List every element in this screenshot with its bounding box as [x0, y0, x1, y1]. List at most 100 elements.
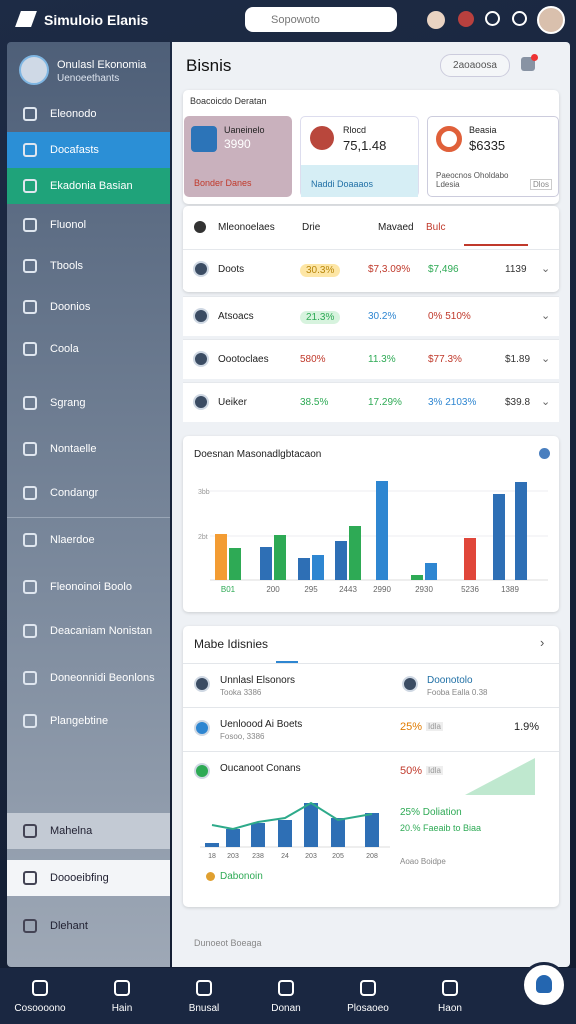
avatar	[194, 763, 210, 779]
bar	[493, 494, 505, 580]
table-row[interactable]: Atsoacs 21.3% 30.2% 0% 510% ⌄	[183, 296, 559, 336]
nav-item[interactable]: Ekadonia Basian	[7, 168, 170, 204]
chevron[interactable]: ›	[540, 635, 545, 650]
divider	[183, 751, 559, 752]
notification-icon[interactable]	[521, 57, 535, 71]
nav-item[interactable]: Doonios	[7, 289, 170, 325]
table-row[interactable]: Oootoclaes 580% 11.3% $77.3% $1.89 ⌄	[183, 339, 559, 379]
legend-label: Dabonoin	[220, 871, 263, 882]
fab[interactable]	[521, 962, 567, 1008]
list-card	[183, 626, 559, 907]
profile-avatar[interactable]	[537, 6, 565, 34]
card-label: Beasia	[469, 125, 497, 135]
x-tick-label: 18	[208, 853, 216, 860]
nav-item[interactable]: Dlehant	[7, 908, 170, 944]
nav-item[interactable]: Tbools	[7, 248, 170, 284]
bar	[411, 575, 423, 580]
nav-item[interactable]: Coola	[7, 331, 170, 367]
x-tick-label: 203	[305, 853, 317, 860]
nav-icon	[23, 218, 37, 232]
nav-item[interactable]: Mahelna	[7, 813, 170, 849]
card-icon	[310, 126, 334, 150]
card[interactable]: Uaneinelo 3990 Bonder Danes	[184, 116, 292, 197]
nav-item[interactable]: Fleonoinoi Boolo	[7, 569, 170, 605]
chevron[interactable]: ⌄	[541, 263, 551, 275]
nav-icon	[23, 871, 37, 885]
bottom-nav-label[interactable]: Donan	[271, 1003, 301, 1014]
user-name: Onulasl Ekonomia	[57, 59, 147, 71]
avatar	[193, 308, 209, 324]
nav-item[interactable]: Plangebtine	[7, 703, 170, 739]
bar	[205, 843, 219, 847]
nav-item[interactable]: Fluonol	[7, 207, 170, 243]
nav-icon	[23, 486, 37, 500]
bottom-nav-icon[interactable]	[278, 980, 294, 996]
avatar[interactable]	[427, 11, 445, 29]
bottom-nav-label[interactable]: Cosoooono	[14, 1003, 66, 1014]
bottom-nav-label[interactable]: Haon	[438, 1003, 462, 1014]
search-placeholder: Sopowoto	[271, 14, 320, 26]
fab-icon	[536, 975, 552, 993]
nav-item[interactable]: Doneonnidi Beonlons	[7, 660, 170, 696]
bar	[515, 482, 527, 580]
chevron[interactable]: ⌄	[541, 396, 551, 408]
chevron[interactable]: ⌄	[541, 353, 551, 365]
bottom-nav-label[interactable]: Bnusal	[188, 1003, 220, 1014]
bar	[298, 558, 310, 580]
table-row[interactable]: Doots 30.3% $7,3.09% $7,496 1139 ⌄	[183, 249, 559, 289]
x-tick-label: 24	[281, 853, 289, 860]
nav-icon	[23, 671, 37, 685]
nav-item[interactable]: Condangr	[7, 475, 170, 511]
nav-item[interactable]: Deacaniam Nonistan	[7, 613, 170, 649]
bar	[376, 481, 388, 580]
bar	[251, 823, 265, 847]
bottom-nav-icon[interactable]	[360, 980, 376, 996]
search-box[interactable]: Sopowoto	[245, 7, 397, 32]
bottom-nav-icon[interactable]	[196, 980, 212, 996]
bottom-nav-label[interactable]: Hain	[111, 1003, 133, 1014]
nav-item[interactable]: Eleonodo	[7, 96, 170, 132]
table-cell: 580%	[300, 354, 326, 365]
user-avatar	[19, 55, 49, 85]
nav-item[interactable]: Doooeibfing	[7, 860, 170, 896]
nav-item[interactable]: Nontaelle	[7, 431, 170, 467]
bottom-nav-icon[interactable]	[442, 980, 458, 996]
nav-item[interactable]: Docafasts	[7, 132, 170, 168]
x-tick-label: B01	[221, 585, 236, 594]
chart-menu[interactable]	[539, 448, 550, 459]
header-button[interactable]: 2aoaoosa	[440, 54, 510, 77]
flag-icon[interactable]	[458, 11, 474, 27]
divider	[183, 707, 559, 708]
x-tick-label: 2930	[415, 585, 433, 594]
decoration	[465, 758, 535, 795]
bottom-nav-label[interactable]: Plosaoeo	[347, 1003, 389, 1014]
table-cell: $1.89	[505, 354, 531, 365]
avatar	[402, 676, 418, 692]
section-bg	[7, 517, 170, 518]
clock-icon[interactable]	[485, 11, 500, 26]
card[interactable]: Rlocd 75,1.48 Naddi Doaaaos	[300, 116, 419, 197]
settings-icon[interactable]	[512, 11, 527, 26]
bar	[226, 829, 240, 847]
table-cell: $7,3.09%	[368, 264, 411, 275]
card-badge: Dlos	[530, 179, 553, 190]
table-header[interactable]: Bulc	[426, 222, 446, 233]
chevron[interactable]: ⌄	[541, 310, 551, 322]
card-footer: Naddi Doaaaos	[311, 179, 374, 189]
table-row[interactable]: Ueiker 38.5% 17.29% 3% 2103% $39.8 ⌄	[183, 382, 559, 422]
card-band	[301, 165, 418, 197]
nav-item[interactable]: Sgrang	[7, 385, 170, 421]
card-value: $6335	[469, 138, 506, 153]
bar	[464, 538, 476, 580]
list-sub: Tooka 3386	[220, 688, 262, 697]
bottom-nav-icon[interactable]	[114, 980, 130, 996]
table-cell: 21.3%	[300, 311, 341, 324]
bottom-nav-icon[interactable]	[32, 980, 48, 996]
table-cell: $39.8	[505, 397, 531, 408]
card[interactable]: Beasia $6335 Paeocnos Oholdabo Ldesia Dl…	[427, 116, 559, 197]
nav-item[interactable]: Nlaerdoe	[7, 522, 170, 558]
nav-icon	[23, 580, 37, 594]
table-cell: 3% 2103%	[428, 397, 477, 408]
